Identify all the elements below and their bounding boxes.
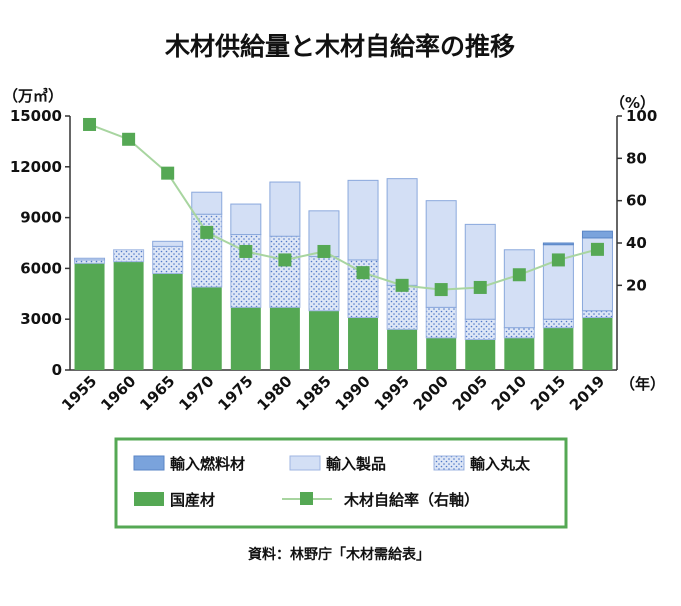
bar-domestic <box>465 339 496 370</box>
self-sufficiency-marker <box>434 283 448 297</box>
x-tick-label: 1985 <box>293 372 335 414</box>
x-tick-label: 1955 <box>58 372 100 414</box>
bar-domestic <box>543 327 574 370</box>
y-tick-label: 3000 <box>20 310 62 328</box>
legend-label-fuelwood: 輸入燃料材 <box>170 455 245 473</box>
bar-domestic <box>504 337 535 370</box>
bar-imported-logs <box>464 318 496 341</box>
x-tick-label: 2019 <box>566 372 608 414</box>
bar-domestic <box>113 261 144 370</box>
bar-domestic <box>426 337 457 370</box>
self-sufficiency-marker <box>356 266 370 280</box>
bar-domestic <box>269 307 300 370</box>
bar-domestic <box>152 273 183 370</box>
y-tick-label: 15000 <box>10 107 62 125</box>
y2-tick-label: 20 <box>626 276 647 294</box>
self-sufficiency-marker <box>590 242 604 256</box>
legend-label-logs: 輸入丸太 <box>470 455 531 473</box>
legend-frame <box>114 437 568 529</box>
self-sufficiency-marker <box>395 278 409 292</box>
y2-tick-label: 100 <box>626 107 657 125</box>
legend: 輸入燃料材 輸入製品 輸入丸太 国産材 木材自給率（右軸） <box>114 437 568 529</box>
self-sufficiency-marker <box>278 253 292 267</box>
self-sufficiency-line <box>83 117 604 297</box>
source-note: 資料：林野庁「木材需給表」 <box>248 546 430 563</box>
x-tick-label: 2005 <box>449 372 491 414</box>
bar-imported-products <box>464 223 496 320</box>
bar-domestic <box>230 307 261 370</box>
x-tick-labels: 1955196019651970197519801985199019952000… <box>58 372 608 414</box>
bar-imported-logs <box>308 256 340 312</box>
legend-swatch-domestic <box>134 492 164 506</box>
bar-domestic <box>348 317 379 370</box>
self-sufficiency-marker <box>122 132 136 146</box>
x-tick-label: 1965 <box>136 372 178 414</box>
chart-title: 木材供給量と木材自給率の推移 <box>164 32 515 61</box>
bar-imported-fuelwood <box>581 230 613 239</box>
legend-marker-sample <box>300 492 313 505</box>
bar-imported-logs <box>386 284 418 330</box>
bar-imported-products <box>269 181 301 237</box>
y-tick-label: 0 <box>52 361 62 379</box>
self-sufficiency-marker <box>473 280 487 294</box>
x-tick-label: 1975 <box>214 372 256 414</box>
bar-imported-logs <box>269 235 301 308</box>
self-sufficiency-marker <box>161 166 175 180</box>
bar-imported-products <box>74 257 106 261</box>
x-tick-label: 2015 <box>527 372 569 414</box>
legend-label-self-sufficiency: 木材自給率（右軸） <box>343 491 479 509</box>
self-sufficiency-path <box>89 123 598 291</box>
bar-imported-logs <box>74 259 106 264</box>
x-tick-label: 1990 <box>332 372 374 414</box>
legend-label-domestic: 国産材 <box>170 491 215 509</box>
bar-domestic <box>582 317 613 370</box>
x-tick-label: 2000 <box>410 372 452 414</box>
y2-tick-label: 40 <box>626 234 647 252</box>
bar-domestic <box>74 263 105 370</box>
x-axis-unit: （年） <box>620 375 665 393</box>
bar-domestic <box>191 287 222 370</box>
bar-imported-logs <box>113 249 145 263</box>
self-sufficiency-marker <box>83 117 97 131</box>
x-tick-label: 1980 <box>253 372 295 414</box>
x-tick-label: 1960 <box>97 372 139 414</box>
y-tick-label: 12000 <box>10 158 62 176</box>
self-sufficiency-marker <box>200 225 214 239</box>
y-tick-label: 6000 <box>20 259 62 277</box>
bar-imported-logs <box>503 327 535 339</box>
bar-imported-logs <box>152 245 184 274</box>
bar-domestic <box>387 329 418 370</box>
legend-swatch-fuelwood <box>133 455 165 471</box>
legend-label-products: 輸入製品 <box>326 455 386 473</box>
self-sufficiency-marker <box>512 268 526 282</box>
bar-imported-products <box>152 240 184 247</box>
self-sufficiency-marker <box>317 244 331 258</box>
bar-imported-logs <box>542 318 574 329</box>
bar-imported-products <box>347 179 379 261</box>
y2-tick-label: 60 <box>626 192 647 210</box>
y2-axis-unit: （%） <box>610 94 655 112</box>
legend-swatch-products <box>289 455 321 471</box>
x-tick-label: 1970 <box>175 372 217 414</box>
bar-imported-products <box>503 249 535 329</box>
y-tick-label: 9000 <box>20 209 62 227</box>
bar-imported-logs <box>425 306 457 339</box>
bar-imported-products <box>230 203 262 236</box>
x-tick-label: 2010 <box>488 372 530 414</box>
legend-swatch-logs <box>433 455 465 471</box>
bars-group <box>74 178 613 370</box>
bar-imported-products <box>191 191 223 215</box>
y2-tick-label: 80 <box>626 149 647 167</box>
bar-imported-logs <box>581 310 613 319</box>
bar-imported-fuelwood <box>542 242 574 246</box>
bar-imported-products <box>386 178 418 286</box>
self-sufficiency-marker <box>551 253 565 267</box>
x-tick-label: 1995 <box>371 372 413 414</box>
bar-imported-logs <box>191 213 223 288</box>
self-sufficiency-marker <box>239 244 253 258</box>
bar-domestic <box>308 310 339 370</box>
y-axis-unit: （万㎥） <box>3 87 63 105</box>
